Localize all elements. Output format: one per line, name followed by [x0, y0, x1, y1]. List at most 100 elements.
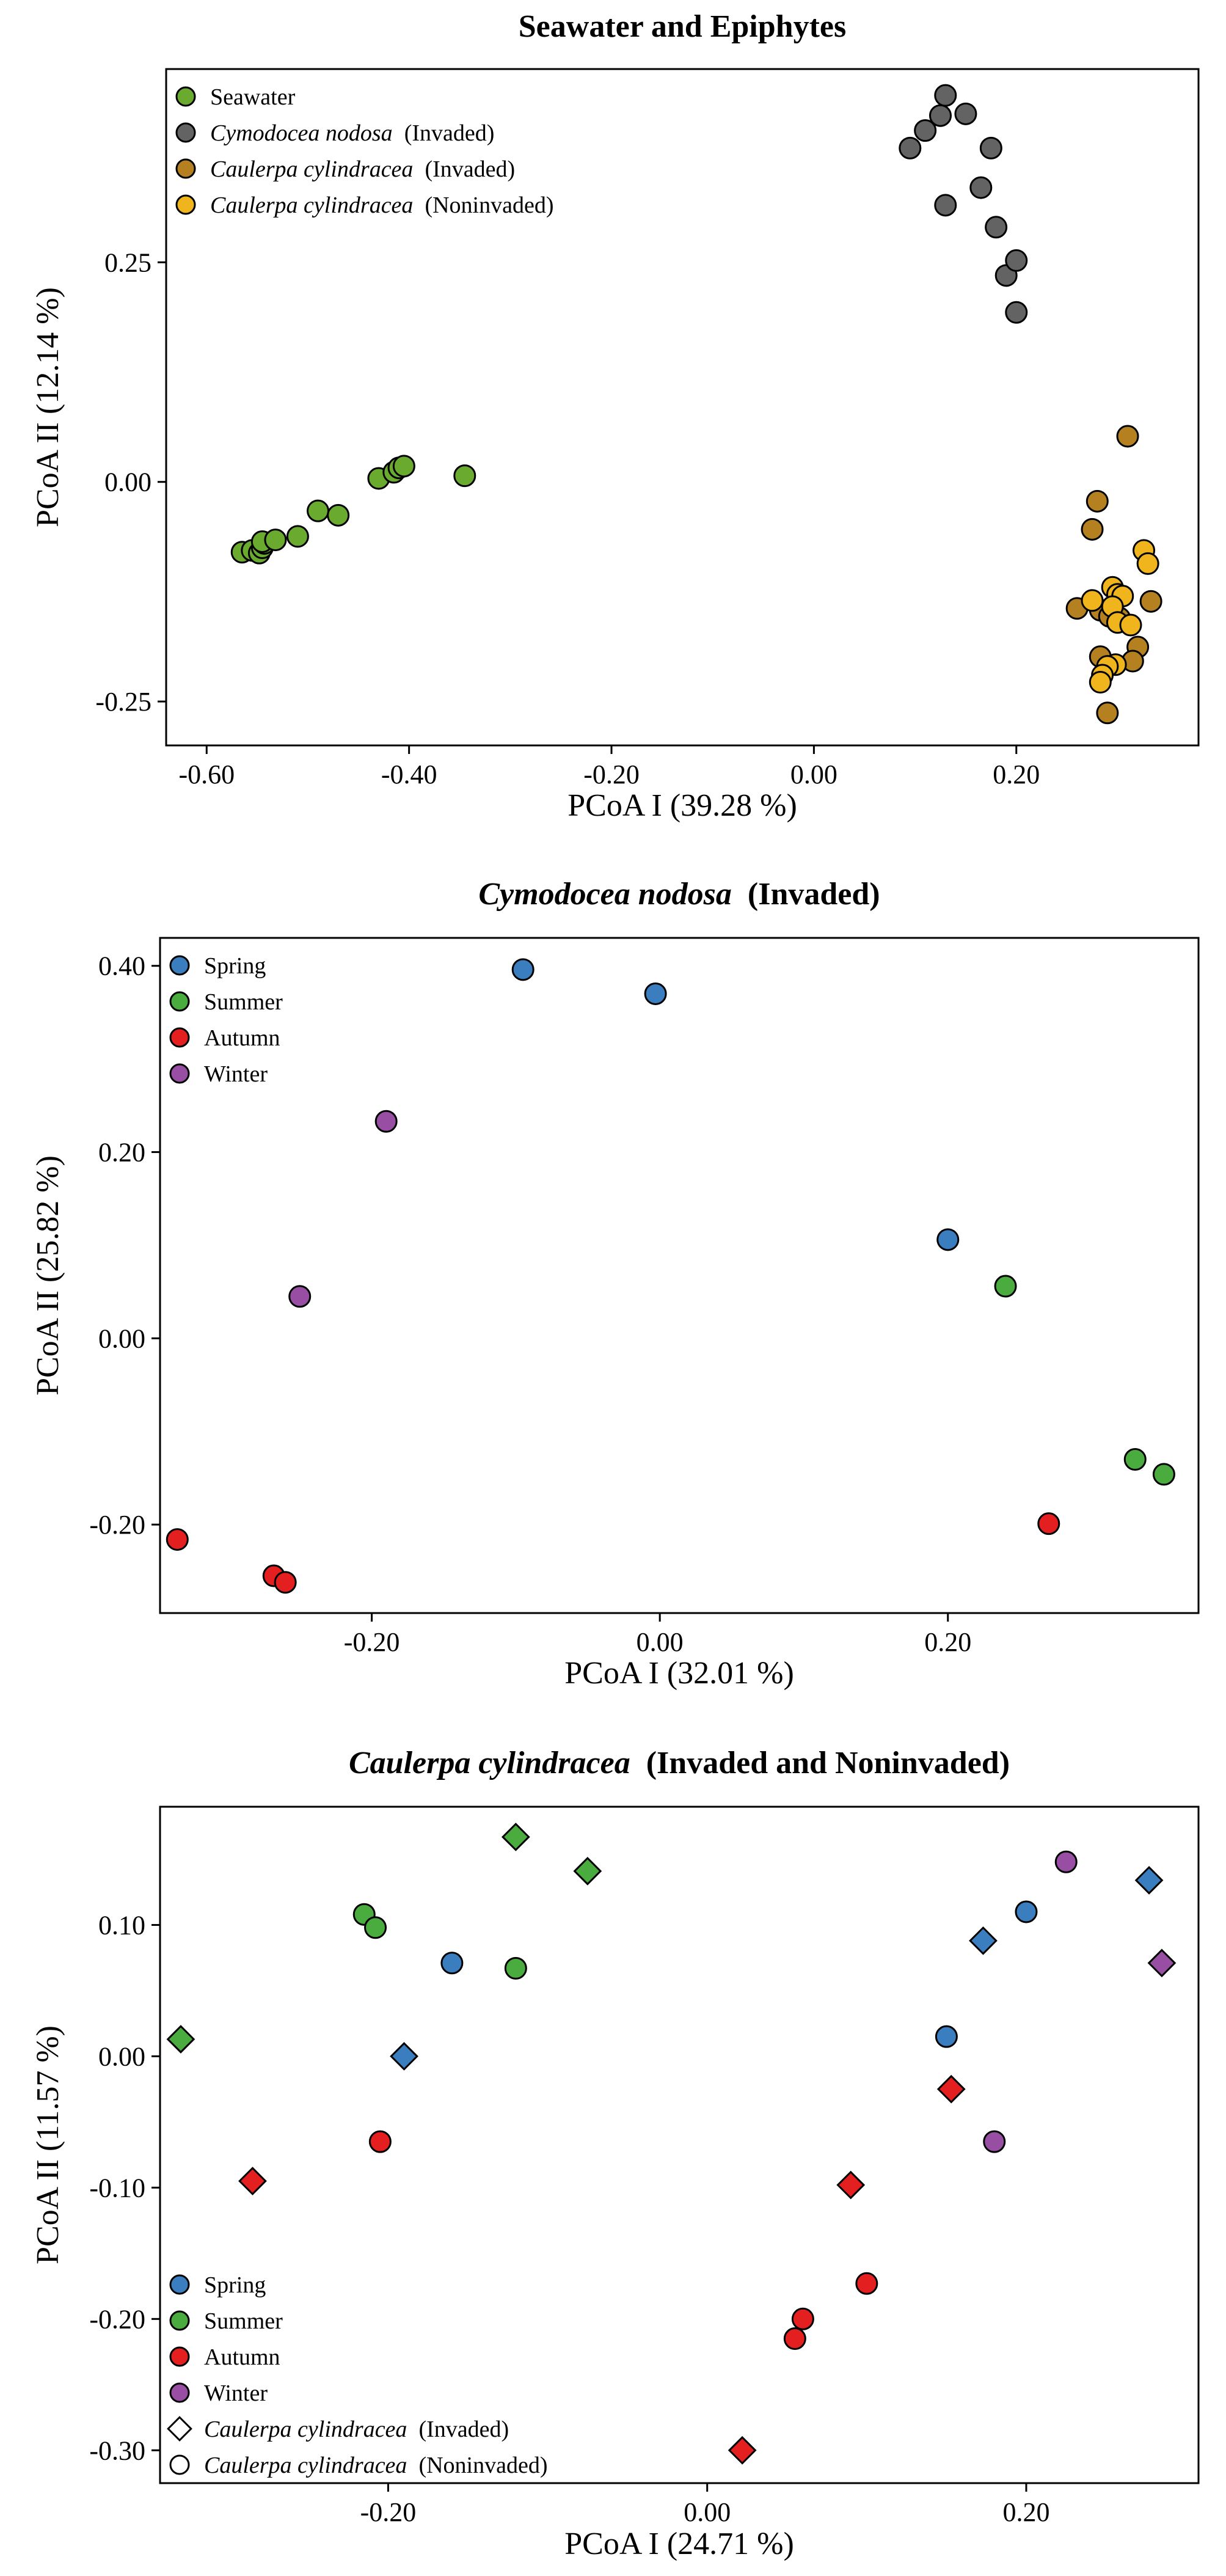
data-point [936, 2074, 966, 2104]
legend-label: Cymodocea nodosa (Invaded) [210, 120, 494, 146]
legend-label-space [413, 156, 425, 182]
x-tick-label: 0.00 [637, 1627, 684, 1657]
data-point [166, 1528, 189, 1551]
data-point [288, 1285, 312, 1308]
data-point [969, 1926, 998, 1955]
legend-label: Caulerpa cylindracea (Noninvaded) [210, 192, 553, 218]
data-point [969, 176, 993, 199]
data-point [728, 2435, 757, 2465]
legend-label-text: (Invaded) [425, 156, 515, 182]
series-4 [288, 1110, 398, 1308]
legend: Spring Summer Autumn Winter Caulerpa cylindr… [167, 2272, 547, 2478]
chart-title: Seawater and Epiphytes [519, 9, 846, 44]
data-point [392, 455, 415, 478]
data-point [368, 2130, 392, 2153]
legend-label-text: (Invaded) [418, 2417, 509, 2442]
series-7 [983, 1850, 1078, 2153]
data-point [791, 2307, 814, 2330]
series-1 [440, 1900, 1038, 2048]
series-4 [166, 1823, 602, 2054]
x-tick-label: 0.00 [684, 2497, 731, 2527]
data-point [1123, 1448, 1147, 1471]
y-axis-label: PCoA II (12.14 %) [31, 287, 65, 527]
legend-marker [175, 194, 196, 215]
x-axis-label: PCoA I (24.71 %) [564, 2527, 794, 2561]
y-tick-label: -0.20 [89, 1510, 145, 1540]
legend-label: Spring [204, 2272, 266, 2298]
legend-label-space [413, 192, 425, 218]
data-point [1005, 301, 1028, 324]
y-tick-label: 0.00 [98, 1323, 145, 1353]
x-tick-label: -0.40 [381, 759, 437, 789]
data-point [979, 136, 1002, 159]
data-point [511, 958, 535, 981]
legend-marker [169, 1063, 190, 1084]
legend-label: Spring [204, 953, 266, 979]
chart-title-rest: (Invaded) [748, 877, 880, 912]
legend-marker [169, 2454, 190, 2475]
data-point [899, 136, 922, 159]
data-point [644, 982, 667, 1005]
x-tick-label: -0.20 [583, 759, 640, 789]
data-point [274, 1571, 297, 1594]
data-point [1134, 1866, 1164, 1895]
data-point [1054, 1850, 1078, 1873]
data-point [1139, 590, 1162, 613]
chart-title: Cymodocea nodosa (Invaded) [478, 877, 880, 912]
data-point [307, 499, 330, 522]
data-point [264, 529, 287, 552]
chart-title-space [630, 1746, 646, 1780]
data-point [390, 2042, 418, 2071]
chart-title-italic: Caulerpa cylindracea [349, 1746, 630, 1780]
data-point [1089, 670, 1112, 693]
legend-marker [175, 86, 196, 107]
y-tick-label: 0.25 [104, 247, 151, 277]
x-tick-label: -0.20 [360, 2497, 417, 2527]
legend-label: Caulerpa cylindracea (Noninvaded) [204, 2453, 547, 2478]
series-6 [238, 2074, 966, 2465]
data-point [440, 1952, 464, 1975]
legend-label-text: (Noninvaded) [425, 192, 553, 218]
data-point [783, 2327, 806, 2351]
panel-2: Cymodocea nodosa (Invaded) -0.20 0.00 0.20 -… [31, 877, 1200, 1691]
legend-label-text: (Noninvaded) [418, 2453, 547, 2478]
x-tick-label: 0.20 [924, 1627, 971, 1657]
data-point [1119, 613, 1142, 637]
legend-label: Winter [204, 2380, 268, 2406]
data-point [994, 1275, 1017, 1298]
legend-label-italic: Caulerpa cylindracea [204, 2417, 407, 2442]
legend-label-italic: Cymodocea nodosa [210, 120, 393, 146]
x-tick-label: -0.60 [178, 759, 235, 789]
y-tick-label: 0.40 [98, 951, 145, 981]
legend-marker [169, 2310, 190, 2331]
data-point [1152, 1463, 1175, 1486]
legend-marker [169, 955, 190, 976]
y-tick-label: -0.30 [89, 2435, 145, 2465]
legend-label-italic: Caulerpa cylindracea [210, 156, 413, 182]
series-2 [390, 1866, 1164, 2071]
x-tick-label: 0.20 [1002, 2497, 1049, 2527]
legend: Spring Summer Autumn Winter [169, 953, 283, 1087]
data-point [238, 2167, 267, 2195]
legend-label: Summer [204, 2308, 283, 2334]
data-point [934, 194, 957, 217]
data-point [985, 216, 1008, 239]
series-1 [230, 455, 476, 565]
legend-label-italic: Caulerpa cylindracea [210, 192, 413, 218]
series-3 [166, 1512, 1060, 1594]
y-tick-label: 0.10 [98, 1910, 145, 1940]
y-tick-label: 0.20 [98, 1138, 145, 1168]
data-point [286, 525, 309, 548]
legend-label: Caulerpa cylindracea (Invaded) [210, 156, 515, 182]
series-2 [994, 1275, 1175, 1486]
data-point [501, 1823, 530, 1851]
panel-3: Caulerpa cylindracea (Invaded and Noninv… [31, 1746, 1200, 2561]
data-point [855, 2272, 878, 2295]
legend-label: Seawater [210, 84, 296, 110]
y-tick-label: -0.20 [89, 2304, 145, 2334]
legend-label: Autumn [204, 1025, 280, 1051]
legend-marker [169, 2346, 190, 2367]
data-point [1037, 1512, 1060, 1535]
